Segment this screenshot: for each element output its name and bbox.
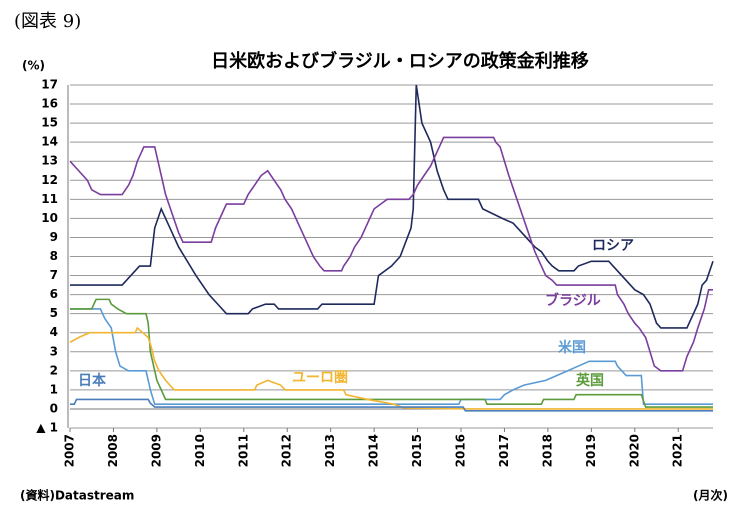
y-tick-label: 5	[50, 306, 58, 320]
y-tick-label: 15	[41, 116, 58, 130]
series-label: 日本	[78, 372, 107, 389]
series-label: ロシア	[592, 238, 634, 254]
x-tick-label: 2011	[236, 434, 250, 467]
x-tick-label: 2015	[410, 434, 424, 467]
y-tick-label: ▲ 1	[36, 421, 58, 435]
y-tick-label: 9	[50, 230, 58, 244]
y-tick-label: 17	[41, 78, 58, 92]
x-tick-label: 2012	[280, 434, 294, 467]
y-tick-label: 11	[41, 192, 58, 206]
x-tick-label: 2010	[193, 434, 207, 467]
series-label: 米国	[558, 339, 586, 356]
x-tick-label: 2009	[149, 434, 163, 467]
y-tick-label: 13	[41, 154, 58, 168]
series-label: 英国	[575, 372, 604, 389]
series-line	[70, 84, 714, 329]
series-line	[70, 308, 713, 405]
x-tick-label: 2008	[106, 434, 120, 467]
x-tick-label: 2017	[497, 434, 511, 467]
y-tick-label: 2	[50, 363, 58, 377]
x-tick-label: 2014	[367, 434, 381, 467]
series-line	[69, 136, 713, 372]
chart-title: 日米欧およびブラジル・ロシアの政策金利推移	[211, 50, 589, 72]
x-tick-label: 2016	[454, 434, 468, 467]
x-tick-label: 2013	[323, 434, 337, 467]
series-line	[69, 326, 713, 410]
y-tick-label: 3	[50, 344, 58, 358]
x-tick-label: 2018	[540, 434, 554, 467]
x-tick-label: 2007	[63, 434, 77, 467]
x-tick-label: 2021	[671, 434, 685, 467]
x-tick-label: 2019	[584, 434, 598, 467]
series-label: ユーロ圏	[292, 370, 348, 386]
y-tick-label: 6	[50, 287, 58, 301]
series-label: ブラジル	[545, 292, 601, 309]
y-tick-label: 10	[41, 211, 58, 225]
y-tick-label: 8	[50, 249, 58, 263]
y-unit: (%)	[22, 59, 45, 73]
series-line	[70, 298, 713, 408]
y-tick-label: 16	[41, 97, 58, 111]
y-tick-label: 0	[50, 401, 58, 415]
y-tick-label: 7	[50, 268, 58, 282]
figure-label: (図表 9)	[14, 11, 81, 32]
x-unit: (月次)	[693, 488, 728, 503]
y-tick-label: 1	[50, 382, 58, 396]
x-tick-label: 2020	[627, 434, 641, 467]
y-tick-label: 14	[41, 135, 58, 149]
y-tick-label: 12	[41, 173, 58, 187]
series-line	[70, 398, 713, 412]
y-tick-label: 4	[50, 325, 58, 339]
source: (資料)Datastream	[20, 488, 134, 503]
